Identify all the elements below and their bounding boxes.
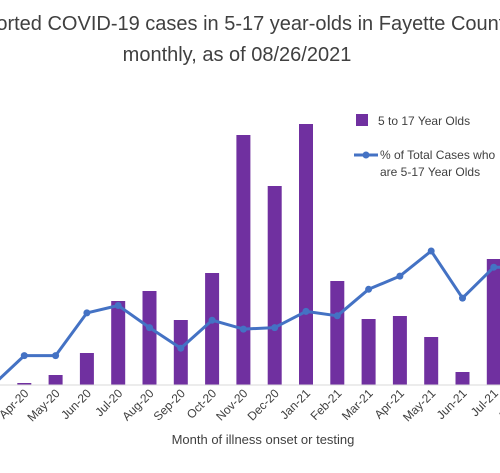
bar-Nov-20 <box>236 135 250 385</box>
legend: 5 to 17 Year Olds % of Total Cases who a… <box>354 114 495 179</box>
chart-title-line-1: Reported COVID-19 cases in 5-17 year-old… <box>0 13 500 35</box>
line-point-Jul-21 <box>490 264 497 271</box>
bar-Jun-20 <box>80 353 94 385</box>
legend-label-line-1: % of Total Cases who <box>380 148 495 162</box>
bar-Feb-21 <box>330 281 344 385</box>
line-point-Sep-20 <box>177 345 184 352</box>
line-point-Aug-20 <box>146 324 153 331</box>
x-tick-Sep-20: Sep-20 <box>151 386 188 423</box>
line-point-Apr-21 <box>396 273 403 280</box>
x-tick-Nov-20: Nov-20 <box>213 386 250 423</box>
bar-May-21 <box>424 337 438 385</box>
x-tick-Dec-20: Dec-20 <box>245 386 282 423</box>
x-tick-Mar-21: Mar-21 <box>339 386 376 423</box>
legend-swatch-marker <box>363 152 370 159</box>
bar-Mar-21 <box>362 319 376 385</box>
chart-title-line-2: monthly, as of 08/26/2021 <box>123 44 352 66</box>
line-point-Jul-20 <box>115 302 122 309</box>
x-tick-Oct-20: Oct-20 <box>184 386 220 422</box>
line-point-Jun-21 <box>459 295 466 302</box>
line-point-Dec-20 <box>271 324 278 331</box>
legend-label-line-2: are 5-17 Year Olds <box>380 165 480 179</box>
legend-label-bars: 5 to 17 Year Olds <box>378 114 470 128</box>
bar-Sep-20 <box>174 320 188 385</box>
line-point-Oct-20 <box>209 317 216 324</box>
bar-Apr-21 <box>393 316 407 385</box>
bar-Jun-21 <box>456 372 470 385</box>
bar-Jul-20 <box>111 301 125 385</box>
line-point-May-21 <box>428 248 435 255</box>
bar-Jan-21 <box>299 124 313 385</box>
x-tick-May-21: May-21 <box>400 386 438 424</box>
line-point-May-20 <box>52 352 59 359</box>
x-tick-Jun-20: Jun-20 <box>58 386 94 422</box>
line-point-Mar-21 <box>365 286 372 293</box>
bar-May-20 <box>49 375 63 385</box>
bar-Oct-20 <box>205 273 219 385</box>
line-point-Nov-20 <box>240 326 247 333</box>
line-point-Apr-20 <box>21 352 28 359</box>
x-tick-Jun-21: Jun-21 <box>434 386 470 422</box>
x-tick-Aug-20: Aug-20 <box>119 386 156 423</box>
x-tick-labels: Mar-20Apr-20May-20Jun-20Jul-20Aug-20Sep-… <box>0 386 500 424</box>
x-axis-label: Month of illness onset or testing <box>172 432 355 447</box>
x-tick-Jan-21: Jan-21 <box>277 386 313 422</box>
legend-swatch-bars <box>356 114 368 126</box>
line-point-Jan-21 <box>303 308 310 315</box>
line-point-Feb-21 <box>334 312 341 319</box>
bar-Aug-20 <box>143 291 157 385</box>
x-tick-May-20: May-20 <box>25 386 63 424</box>
line-point-Jun-20 <box>83 309 90 316</box>
bar-Dec-20 <box>268 186 282 385</box>
bar-Jul-21 <box>487 259 500 385</box>
chart-title: Reported COVID-19 cases in 5-17 year-old… <box>0 13 500 66</box>
x-tick-Feb-21: Feb-21 <box>308 386 345 423</box>
